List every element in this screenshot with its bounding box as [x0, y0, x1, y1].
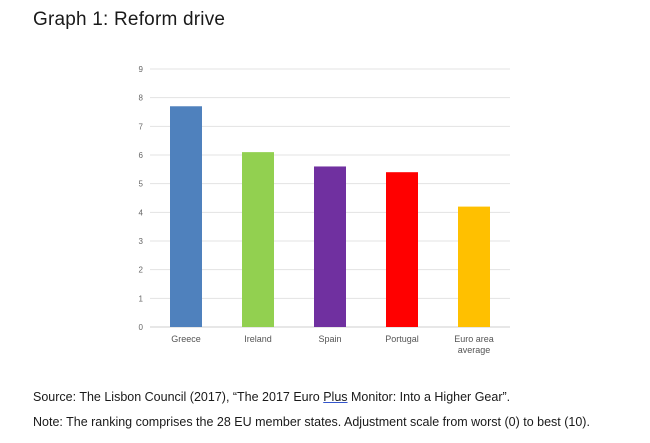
bar-euro-area-average [458, 206, 490, 327]
bars [170, 106, 490, 328]
ranking-note: Note: The ranking comprises the 28 EU me… [33, 415, 590, 429]
x-axis-category-labels: Greece Ireland Spain Portugal Euro areaavera… [171, 334, 494, 355]
bar-greece [170, 106, 202, 328]
y-tick-label: 8 [139, 94, 144, 103]
bar-portugal [386, 172, 418, 327]
x-category-label: Euro area [454, 334, 494, 344]
source-prefix: Source: The Lisbon Council (2017), “The … [33, 390, 324, 404]
y-tick-label: 5 [139, 180, 144, 189]
x-category-label: average [458, 345, 491, 355]
y-axis-tick-labels: 0 1 2 3 4 5 6 7 8 9 [139, 65, 144, 332]
source-note: Source: The Lisbon Council (2017), “The … [33, 390, 510, 404]
x-category-label: Spain [318, 334, 341, 344]
y-tick-label: 6 [139, 151, 144, 160]
bar-ireland [242, 152, 274, 327]
graph-title: Graph 1: Reform drive [33, 9, 226, 30]
y-tick-label: 1 [139, 294, 144, 303]
x-category-label: Ireland [244, 334, 272, 344]
y-tick-label: 4 [139, 208, 144, 217]
y-tick-label: 2 [139, 266, 144, 275]
bar-spain [314, 166, 346, 327]
y-tick-label: 3 [139, 237, 144, 246]
x-category-label: Portugal [385, 334, 419, 344]
y-tick-label: 7 [139, 122, 144, 131]
source-plus-link[interactable]: Plus [323, 390, 348, 404]
source-suffix: Monitor: Into a Higher Gear”. [347, 390, 511, 404]
y-tick-label: 0 [139, 323, 144, 332]
y-tick-label: 9 [139, 65, 144, 74]
x-category-label: Greece [171, 334, 201, 344]
